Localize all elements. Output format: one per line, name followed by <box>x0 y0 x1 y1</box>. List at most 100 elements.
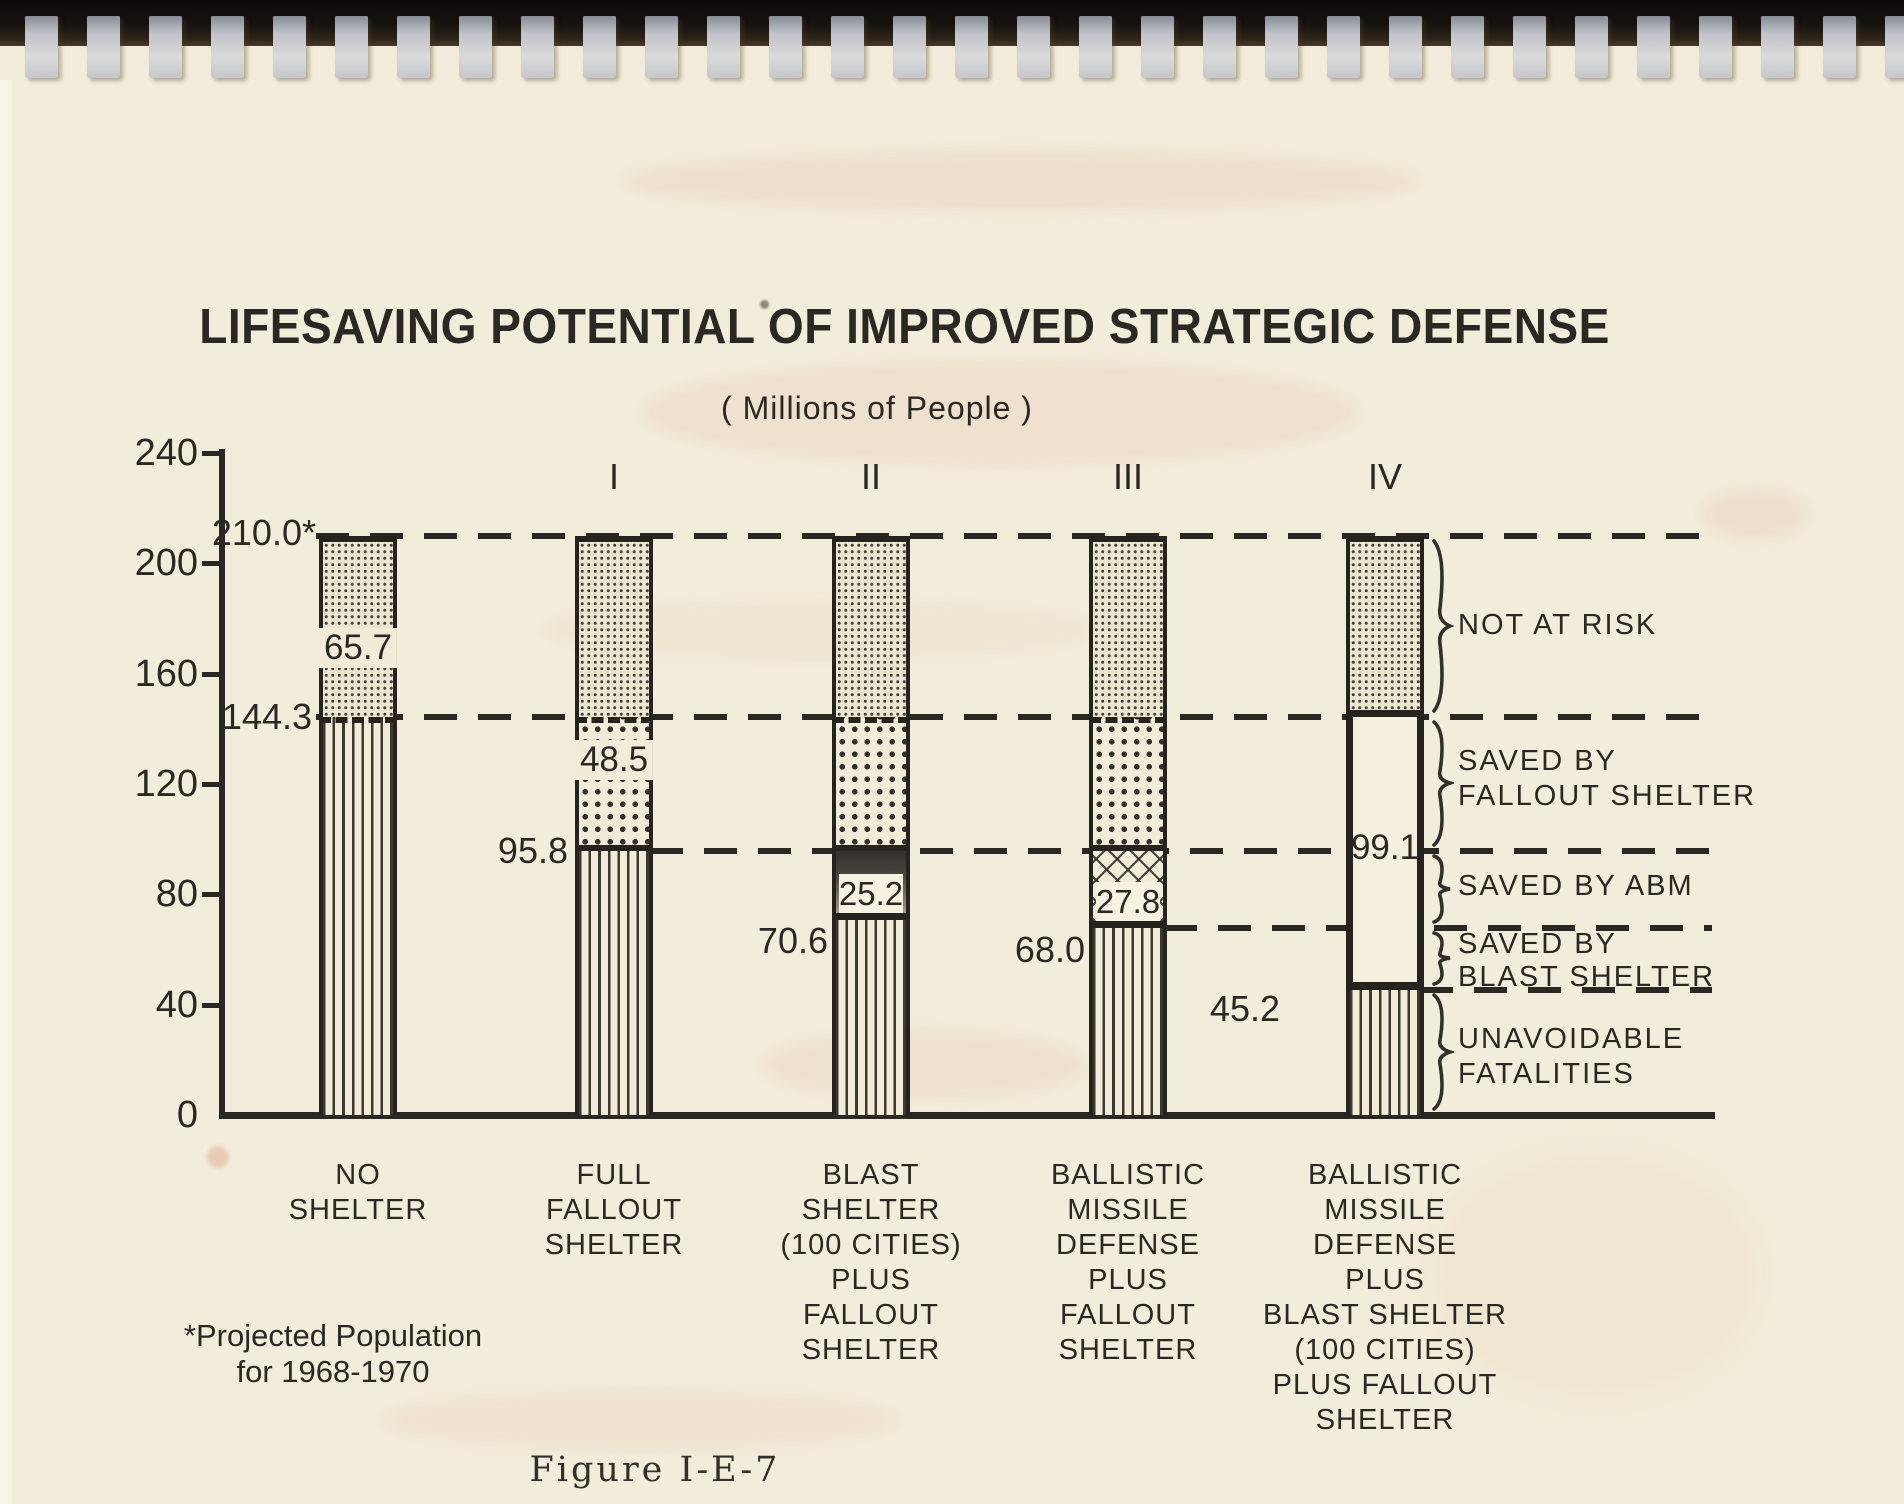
binding-tab <box>87 16 120 78</box>
category-line: FALLOUT <box>546 1194 682 1226</box>
paper-fleck <box>760 300 769 309</box>
reference-line-45 <box>1420 987 1712 993</box>
binding-tab <box>335 16 368 78</box>
y-tick-label: 160 <box>134 653 198 695</box>
y-tick <box>202 561 222 566</box>
reference-line-210 <box>316 533 1712 539</box>
bar2-not-at-risk <box>575 536 653 717</box>
category-line: PLUS <box>1345 1264 1425 1296</box>
footnote-line: *Projected Population <box>183 1318 483 1353</box>
reference-line-96 <box>650 848 1712 854</box>
brace-saved-by-fallout <box>1432 720 1454 847</box>
region-label-line: BLAST SHELTER <box>1458 961 1716 993</box>
ink-bleed-ghost <box>640 360 1360 465</box>
category-line: (100 CITIES) <box>1294 1334 1476 1366</box>
brace-not-at-risk <box>1432 539 1454 713</box>
category-line: SHELTER <box>801 1334 941 1366</box>
y-tick-label: 200 <box>134 542 198 584</box>
level-label-70: 70.6 <box>757 920 828 961</box>
category-line: MISSILE <box>1324 1194 1446 1226</box>
level-label-96: 95.8 <box>497 830 568 871</box>
region-label-saved-abm: SAVED BY ABM <box>1458 869 1694 904</box>
category-label-no-shelter: NO SHELTER <box>198 1158 518 1228</box>
binding-tab <box>273 16 306 78</box>
level-label-45: 45.2 <box>1209 988 1280 1029</box>
footnote-line: for 1968-1970 <box>236 1354 430 1389</box>
y-tick <box>202 451 222 456</box>
category-line: SHELTER <box>1315 1404 1455 1436</box>
binding-tab <box>1327 16 1360 78</box>
binding-tab <box>1885 16 1904 78</box>
brace-unavoidable <box>1432 993 1454 1111</box>
column-numeral-4: IV <box>1367 456 1403 497</box>
binding-tab <box>1203 16 1236 78</box>
y-tick-label: 80 <box>155 873 198 915</box>
category-line: DEFENSE <box>1313 1229 1457 1261</box>
category-line: SHELTER <box>544 1229 684 1261</box>
bar5-fatalities <box>1346 990 1424 1115</box>
region-label-line: UNAVOIDABLE <box>1458 1023 1685 1055</box>
bar2-value-label: 48.5 <box>574 740 654 780</box>
binding-tab <box>1079 16 1112 78</box>
category-line: PLUS <box>1088 1264 1168 1296</box>
binding-tab <box>1141 16 1174 78</box>
ink-bleed-ghost <box>620 150 1420 212</box>
binding-tab <box>1265 16 1298 78</box>
region-label-not-at-risk: NOT AT RISK <box>1458 608 1657 643</box>
reference-line-68 <box>1164 925 1712 931</box>
column-numeral-1: I <box>608 456 620 497</box>
binding-tab <box>645 16 678 78</box>
bar1-not-at-risk <box>319 536 397 717</box>
category-line: PLUS <box>831 1264 911 1296</box>
column-numeral-2: II <box>860 456 882 497</box>
y-tick <box>202 672 222 677</box>
binding-tab <box>521 16 554 78</box>
category-line: FULL <box>576 1159 652 1191</box>
bar3-saved-by-fallout <box>832 717 910 851</box>
chart-subtitle: ( Millions of People ) <box>721 390 1033 426</box>
binding-tab <box>397 16 430 78</box>
ink-bleed-ghost <box>380 1390 900 1450</box>
binding-tab <box>1637 16 1670 78</box>
category-line: SHELTER <box>801 1194 941 1226</box>
binding-tab <box>459 16 492 78</box>
binding-tab <box>1389 16 1422 78</box>
binding-tab <box>1513 16 1546 78</box>
category-label-bmd-fallout: BALLISTIC MISSILE DEFENSE PLUS FALLOUT S… <box>933 1158 1323 1368</box>
region-label-line: SAVED BY <box>1458 745 1617 777</box>
category-label-full-fallout: FULL FALLOUT SHELTER <box>454 1158 774 1263</box>
category-line: BALLISTIC <box>1307 1159 1463 1191</box>
category-label-bmd-blast-fallout: BALLISTIC MISSILE DEFENSE PLUS BLAST SHE… <box>1175 1158 1595 1438</box>
category-line: FALLOUT <box>803 1299 939 1331</box>
x-axis-line <box>219 1112 1715 1119</box>
footnote: *Projected Population for 1968-1970 <box>143 1318 523 1390</box>
region-label-line: FALLOUT SHELTER <box>1458 780 1757 812</box>
paper-stain <box>207 1146 229 1168</box>
category-line: BLAST SHELTER <box>1262 1299 1507 1331</box>
binding-tab <box>893 16 926 78</box>
binding-tab <box>25 16 58 78</box>
bar2-fatalities <box>575 851 653 1115</box>
paper-stain <box>1430 1150 1760 1400</box>
figure-caption: Figure I-E-7 <box>529 1450 781 1490</box>
bar2-saved-by-fallout <box>575 717 653 851</box>
y-tick-label: 240 <box>134 432 198 474</box>
region-label-saved-blast: SAVED BY BLAST SHELTER <box>1458 928 1715 994</box>
binding-tab <box>1761 16 1794 78</box>
category-line: FALLOUT <box>1060 1299 1196 1331</box>
brace-saved-by-blast <box>1432 931 1451 986</box>
bar5-total-saved <box>1346 717 1424 990</box>
binding-tab <box>831 16 864 78</box>
binding-tab <box>955 16 988 78</box>
brace-saved-by-abm <box>1432 854 1451 924</box>
bar4-fatalities <box>1089 928 1167 1115</box>
region-label-line: NOT AT RISK <box>1458 609 1658 641</box>
category-label-blast-fallout: BLAST SHELTER (100 CITIES) PLUS FALLOUT … <box>676 1158 1066 1368</box>
category-line: (100 CITIES) <box>780 1229 962 1261</box>
category-line: SHELTER <box>288 1194 428 1226</box>
level-label-144: 144.3 <box>221 696 312 737</box>
y-tick <box>202 1003 222 1008</box>
binding-tab <box>1017 16 1050 78</box>
bar5-not-at-risk <box>1346 536 1424 717</box>
